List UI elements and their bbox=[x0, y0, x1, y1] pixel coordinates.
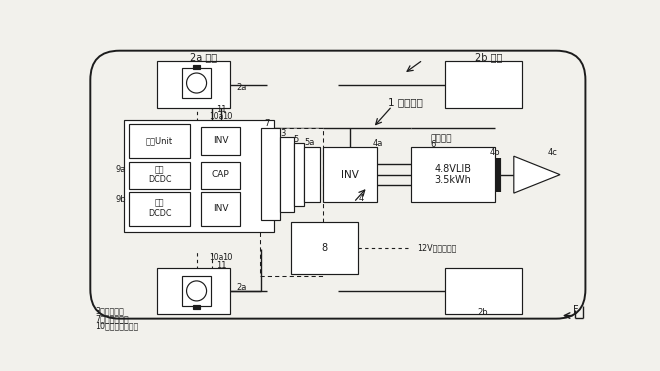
Text: 11: 11 bbox=[216, 261, 226, 270]
Bar bbox=[201, 127, 240, 155]
Text: 10a: 10a bbox=[209, 253, 223, 262]
Text: 1 駆動装置: 1 駆動装置 bbox=[388, 97, 423, 107]
Text: 高圧
DCDC: 高圧 DCDC bbox=[148, 165, 172, 184]
Bar bbox=[201, 161, 240, 188]
Text: 10: 10 bbox=[222, 112, 232, 121]
Bar bbox=[445, 62, 521, 108]
FancyBboxPatch shape bbox=[90, 51, 585, 319]
Text: 6: 6 bbox=[430, 140, 436, 149]
Text: 5: 5 bbox=[293, 135, 298, 144]
Text: 9a: 9a bbox=[115, 165, 125, 174]
Text: バッテリ: バッテリ bbox=[430, 134, 452, 143]
Bar bbox=[129, 161, 190, 188]
Text: 統合Unit: 統合Unit bbox=[146, 136, 173, 145]
Text: 10a: 10a bbox=[209, 112, 223, 121]
Bar bbox=[294, 143, 304, 206]
Bar bbox=[280, 137, 294, 212]
Bar bbox=[201, 191, 240, 226]
Text: 4c: 4c bbox=[547, 148, 557, 157]
Bar bbox=[156, 268, 230, 314]
Text: 12V車両電装品: 12V車両電装品 bbox=[417, 243, 456, 252]
Bar bbox=[411, 147, 494, 202]
Text: 10：副駆動モータ: 10：副駆動モータ bbox=[95, 322, 138, 331]
Text: 4.8VLIB
3.5kWh: 4.8VLIB 3.5kWh bbox=[434, 164, 471, 186]
Text: 3: 3 bbox=[280, 129, 286, 138]
Bar bbox=[290, 221, 358, 274]
Text: 3：エンジン: 3：エンジン bbox=[95, 306, 123, 315]
Text: 9b: 9b bbox=[115, 195, 125, 204]
Bar bbox=[261, 128, 280, 220]
Bar bbox=[260, 128, 323, 276]
Bar bbox=[323, 147, 377, 202]
Text: F: F bbox=[573, 305, 578, 315]
Bar bbox=[304, 147, 319, 202]
Bar bbox=[156, 62, 230, 108]
Bar bbox=[129, 124, 190, 158]
Bar bbox=[182, 68, 211, 98]
Text: 5a: 5a bbox=[304, 138, 315, 147]
Text: 2a: 2a bbox=[237, 83, 248, 92]
Text: 4a: 4a bbox=[373, 139, 383, 148]
Text: CAP: CAP bbox=[212, 170, 229, 179]
Text: 11: 11 bbox=[216, 105, 226, 114]
Text: 10: 10 bbox=[222, 253, 232, 262]
Text: INV: INV bbox=[341, 170, 359, 180]
Text: 2a: 2a bbox=[237, 283, 248, 292]
Text: 4b: 4b bbox=[489, 148, 500, 157]
Text: INV: INV bbox=[213, 204, 228, 213]
Text: 2a 前輪: 2a 前輪 bbox=[190, 52, 217, 62]
Text: INV: INV bbox=[213, 136, 228, 145]
Text: 8: 8 bbox=[321, 243, 327, 253]
Bar bbox=[445, 268, 521, 314]
Bar bbox=[182, 276, 211, 306]
Text: 低圧
DCDC: 低圧 DCDC bbox=[148, 199, 172, 218]
Text: 7：キャパシタ: 7：キャパシタ bbox=[95, 314, 129, 323]
Bar bbox=[124, 120, 273, 232]
Text: 2b: 2b bbox=[478, 308, 488, 317]
Text: 7: 7 bbox=[264, 119, 269, 128]
Text: 4: 4 bbox=[359, 194, 364, 203]
Text: 2b 後輪: 2b 後輪 bbox=[475, 52, 502, 62]
Bar bbox=[193, 305, 199, 309]
Polygon shape bbox=[514, 156, 560, 193]
Bar bbox=[193, 65, 199, 69]
Bar bbox=[129, 191, 190, 226]
